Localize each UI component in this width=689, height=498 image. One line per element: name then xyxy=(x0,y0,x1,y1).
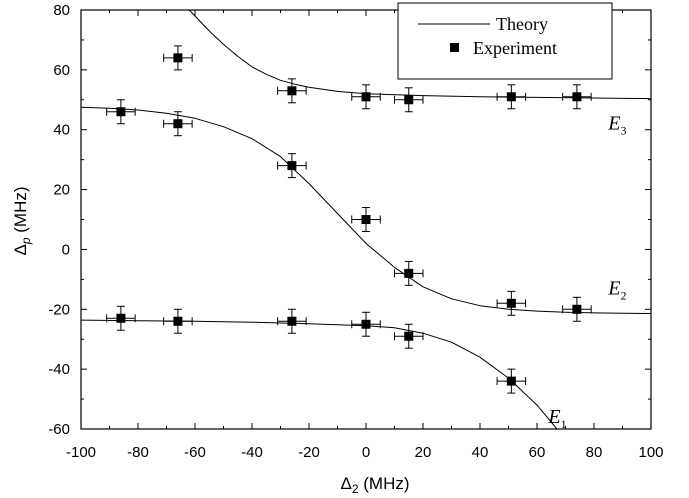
curve-labels: E3 E2 E1 xyxy=(547,113,626,431)
experiment-points xyxy=(106,45,592,394)
data-point xyxy=(562,296,592,322)
experiment-marker xyxy=(361,319,371,329)
data-point xyxy=(106,99,136,125)
x-tick-label: 60 xyxy=(529,444,546,461)
data-point xyxy=(277,78,307,104)
experiment-marker xyxy=(173,316,183,326)
x-tick-label: 0 xyxy=(362,444,370,461)
legend-label-theory: Theory xyxy=(496,14,548,34)
experiment-marker xyxy=(116,107,126,117)
experiment-marker xyxy=(404,331,414,341)
y-tick-label: 0 xyxy=(62,241,70,258)
y-axis-title: Δp (MHz) xyxy=(11,186,33,255)
experiment-marker xyxy=(506,376,516,386)
experiment-marker xyxy=(287,316,297,326)
theory-curve-e1 xyxy=(80,319,558,430)
curve-label-e2: E2 xyxy=(607,277,626,302)
x-tick-label: 20 xyxy=(415,444,432,461)
experiment-marker xyxy=(287,86,297,96)
data-point xyxy=(562,84,592,110)
y-axis: -60 -40 -20 0 20 40 60 80 xyxy=(48,2,651,438)
x-tick-label: -80 xyxy=(127,444,149,461)
x-tick-label: -60 xyxy=(184,444,206,461)
experiment-marker xyxy=(173,53,183,63)
experiment-marker xyxy=(572,92,582,102)
data-point xyxy=(277,153,307,179)
experiment-marker xyxy=(572,304,582,314)
x-tick-label: 100 xyxy=(638,444,663,461)
x-axis-title: Δ2 (MHz) xyxy=(340,474,409,496)
data-point xyxy=(496,290,527,316)
y-tick-label: -60 xyxy=(48,421,70,438)
data-point xyxy=(106,305,136,331)
x-tick-label: 80 xyxy=(586,444,603,461)
experiment-marker xyxy=(361,92,371,102)
legend-label-experiment: Experiment xyxy=(473,38,557,58)
experiment-marker xyxy=(287,161,297,171)
experiment-marker xyxy=(116,313,126,323)
data-point xyxy=(277,308,307,334)
data-point xyxy=(394,260,424,286)
experiment-marker xyxy=(404,268,414,278)
data-point xyxy=(394,87,424,113)
legend-box xyxy=(397,2,613,80)
x-tick-label: -100 xyxy=(66,444,96,461)
curve-label-e1: E1 xyxy=(547,406,566,431)
experiment-marker xyxy=(404,95,414,105)
data-point xyxy=(163,111,193,137)
data-point xyxy=(496,84,527,110)
data-point xyxy=(351,207,381,232)
experiment-marker xyxy=(173,119,183,129)
data-point xyxy=(351,311,381,337)
y-tick-label: 60 xyxy=(53,62,70,79)
experiment-marker xyxy=(506,298,516,308)
x-tick-label: -40 xyxy=(241,444,263,461)
data-point xyxy=(163,308,193,334)
data-point xyxy=(163,45,193,71)
data-point xyxy=(351,84,381,110)
y-tick-label: -40 xyxy=(48,361,70,378)
y-tick-label: 80 xyxy=(53,2,70,19)
experiment-marker xyxy=(506,92,516,102)
y-tick-label: 20 xyxy=(53,182,70,199)
data-point xyxy=(394,323,424,349)
data-point xyxy=(496,368,527,394)
theory-curve-e2 xyxy=(80,106,652,314)
x-tick-label: 40 xyxy=(472,444,489,461)
legend: Theory Experiment xyxy=(397,2,613,80)
y-tick-label: -20 xyxy=(48,301,70,318)
experiment-marker xyxy=(361,215,371,224)
legend-square-swatch xyxy=(450,43,459,52)
curve-label-e3: E3 xyxy=(607,113,626,138)
x-axis: -100 -80 -60 -40 -20 0 20 40 60 80 100 xyxy=(66,10,664,461)
y-tick-label: 40 xyxy=(53,122,70,139)
x-tick-label: -20 xyxy=(298,444,320,461)
